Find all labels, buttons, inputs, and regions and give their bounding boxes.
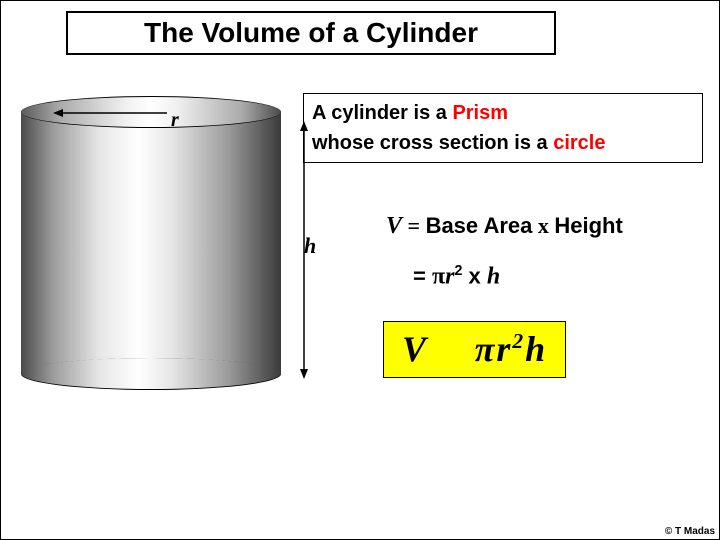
eq1-height: Height xyxy=(554,213,622,238)
cylinder-diagram xyxy=(21,96,281,396)
final-r: r xyxy=(496,329,512,369)
eq1-times: x xyxy=(532,213,554,238)
def2-emph: circle xyxy=(553,132,605,154)
eq1-base: Base Area xyxy=(426,213,533,238)
eq2-times: x xyxy=(462,263,486,288)
final-h: h xyxy=(525,329,547,369)
definition-box: A cylinder is a Prism whose cross sectio… xyxy=(303,93,703,163)
page-title: The Volume of a Cylinder xyxy=(66,11,556,55)
final-symbol:  xyxy=(428,335,475,368)
equation-line-2: = πr2 x h xyxy=(413,263,500,290)
cylinder-bottom xyxy=(21,358,281,389)
definition-line-2: whose cross section is a circle xyxy=(312,128,694,158)
final-exp: 2 xyxy=(512,329,525,353)
final-V: V xyxy=(402,329,428,369)
eq2-pi: π xyxy=(432,263,445,289)
eq2-equals: = xyxy=(413,263,432,288)
final-pi: π xyxy=(475,329,497,369)
eq2-h: h xyxy=(487,263,500,289)
def1-emph: Prism xyxy=(452,102,508,124)
equation-line-1: V = Base Area x Height xyxy=(386,213,623,240)
def1-pre: A cylinder is a xyxy=(312,102,452,124)
copyright-text: © T Madas xyxy=(665,526,715,537)
height-label: h xyxy=(304,233,316,259)
definition-line-1: A cylinder is a Prism xyxy=(312,98,694,128)
eq1-equals: = xyxy=(402,213,426,238)
cylinder-body xyxy=(21,112,281,374)
eq1-V: V xyxy=(386,213,402,239)
def2-pre: whose cross section is a xyxy=(312,132,553,154)
final-equation: V  πr2h xyxy=(383,321,566,378)
radius-label: r xyxy=(171,109,179,132)
radius-arrow xyxy=(53,104,173,122)
